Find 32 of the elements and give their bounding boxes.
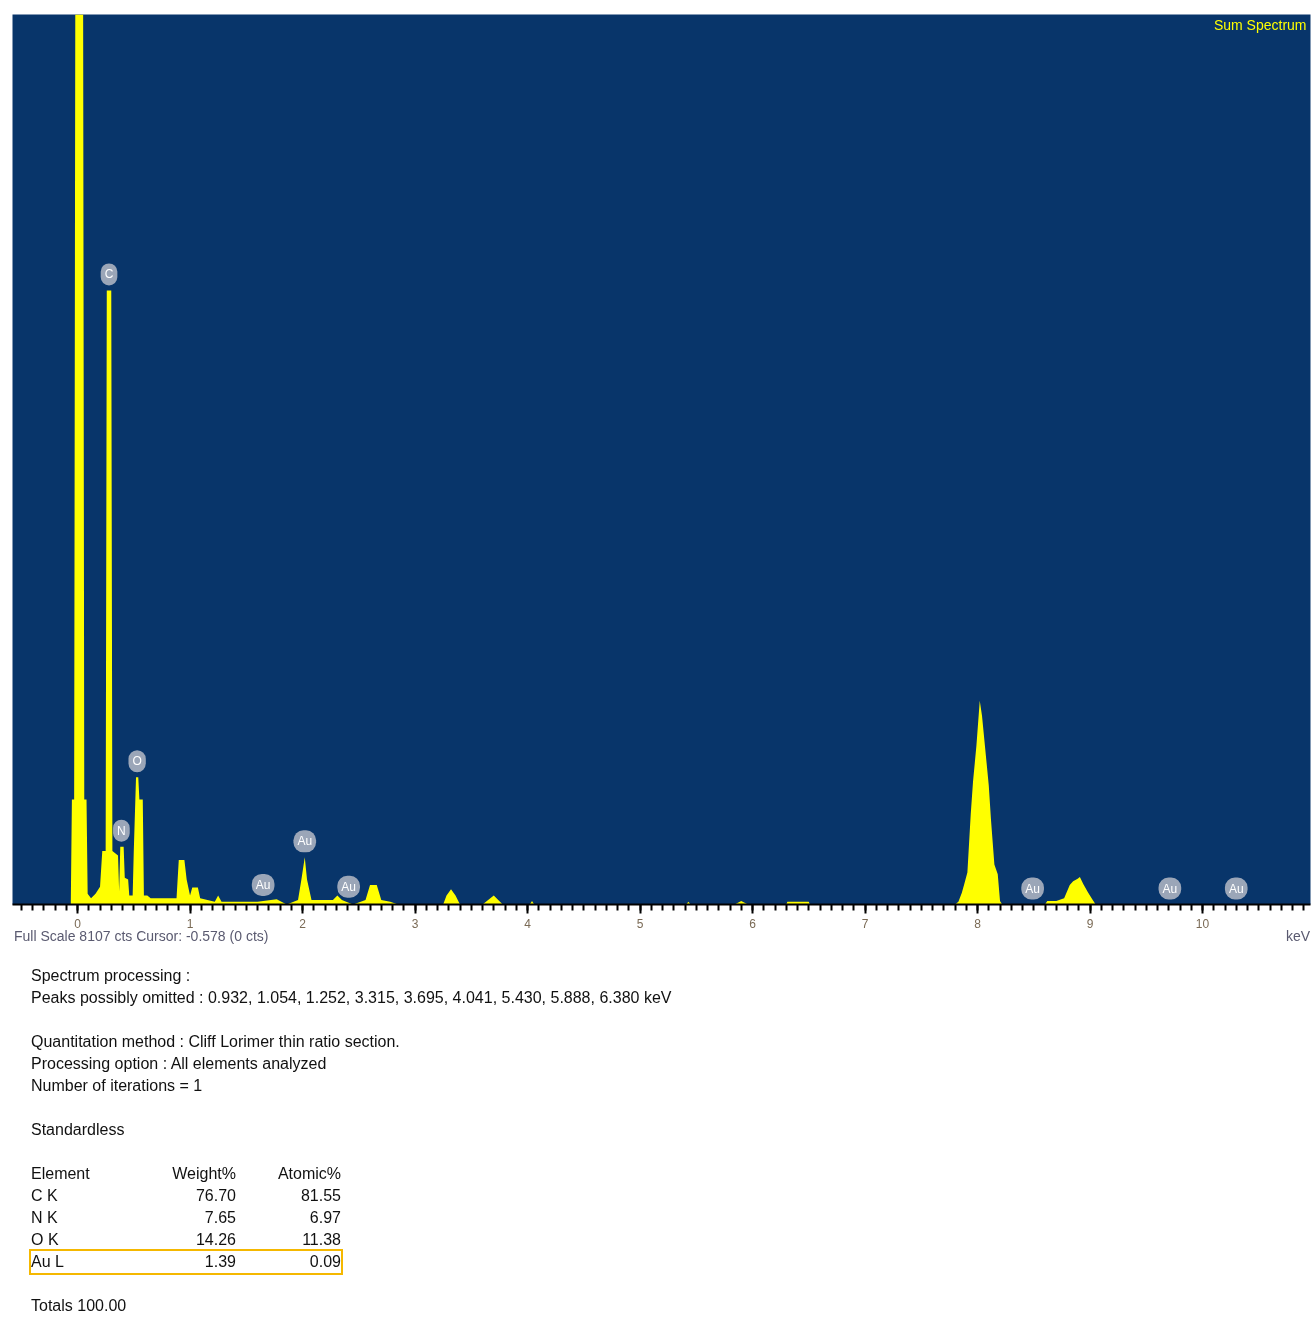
annotation: Au	[255, 877, 271, 892]
annotation: Au	[1025, 881, 1040, 896]
x-tick-label: 5	[636, 916, 644, 931]
text: Totals 100.00	[31, 1296, 128, 1316]
picture-highlight: Element Weight% Atomic%	[31, 1164, 341, 1184]
annotation: O	[132, 754, 142, 769]
annotation: C	[104, 267, 114, 282]
picture-highlight: O K 14.26 11.38	[31, 1229, 341, 1251]
x-tick-label: 3	[411, 916, 419, 931]
x-tick-label: 7	[861, 916, 869, 931]
annotation: Au	[297, 834, 313, 849]
annotation: Au	[1162, 881, 1178, 896]
annotation: N	[117, 823, 126, 838]
text: Quantitation method : Cliff Lorimer thin ratio section. Processing option : All elements analyzed Number of iterations = 1	[31, 1032, 401, 1096]
annotation: Au	[1228, 881, 1244, 896]
x-tick-label: 8	[974, 916, 982, 931]
annotation: Sum Spectrum	[1213, 16, 1307, 33]
x-tick-label: 2	[299, 916, 307, 931]
x-axis-title: keV	[1285, 927, 1310, 946]
x-tick-label: 4	[524, 916, 532, 931]
x-tick-label: 6	[749, 916, 757, 931]
x-tick-label: 0	[74, 916, 82, 931]
x-tick-label: 9	[1086, 916, 1094, 931]
x-tick-label: 1	[186, 916, 194, 931]
annotation: Au	[341, 879, 356, 894]
picture-highlight: N K 7.65 6.97	[31, 1208, 341, 1228]
x-tick-label: 10	[1195, 916, 1210, 931]
text: Standardless	[31, 1120, 126, 1140]
picture-highlight: C K 76.70 81.55	[31, 1186, 341, 1206]
picture-highlight: Au L 1.39 0.09	[31, 1251, 341, 1273]
text: Spectrum processing : Peaks possibly omitted : 0.932, 1.054, 1.252, 3.315, 3.695, 4.041, 5.430, 5.888, 6.380 keV	[31, 966, 672, 1008]
text: Full Scale 8107 cts Cursor: -0.578 (0 cts)	[14, 928, 269, 946]
